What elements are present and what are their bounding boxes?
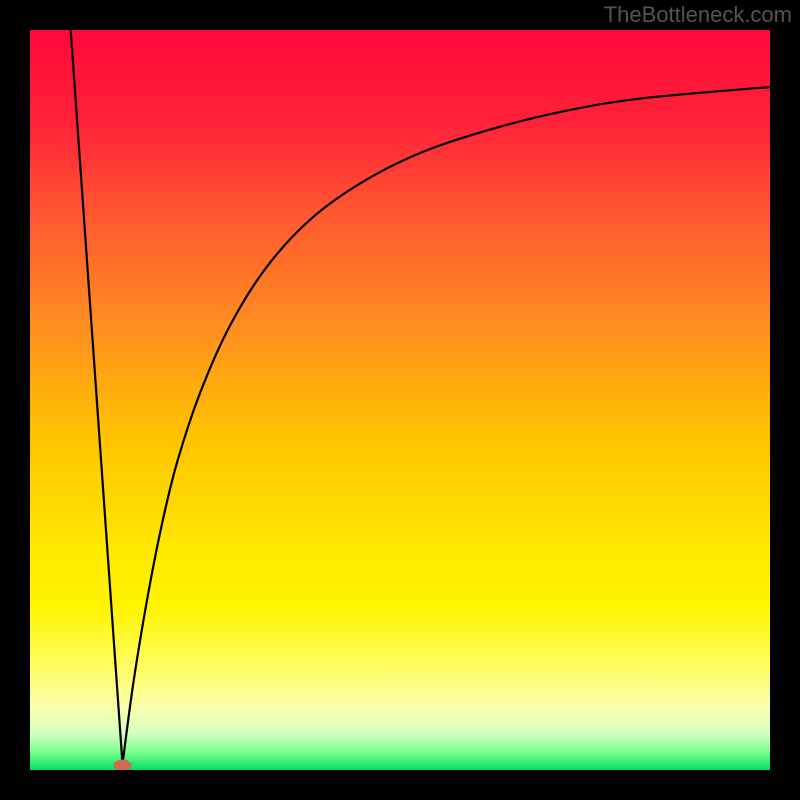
bottleneck-chart: TheBottleneck.com [0,0,800,800]
plot-background [30,30,770,770]
frame-bottom [0,770,800,800]
cusp-marker [114,760,132,772]
watermark-text: TheBottleneck.com [604,2,792,28]
frame-left [0,0,30,800]
chart-svg [0,0,800,800]
frame-right [770,0,800,800]
